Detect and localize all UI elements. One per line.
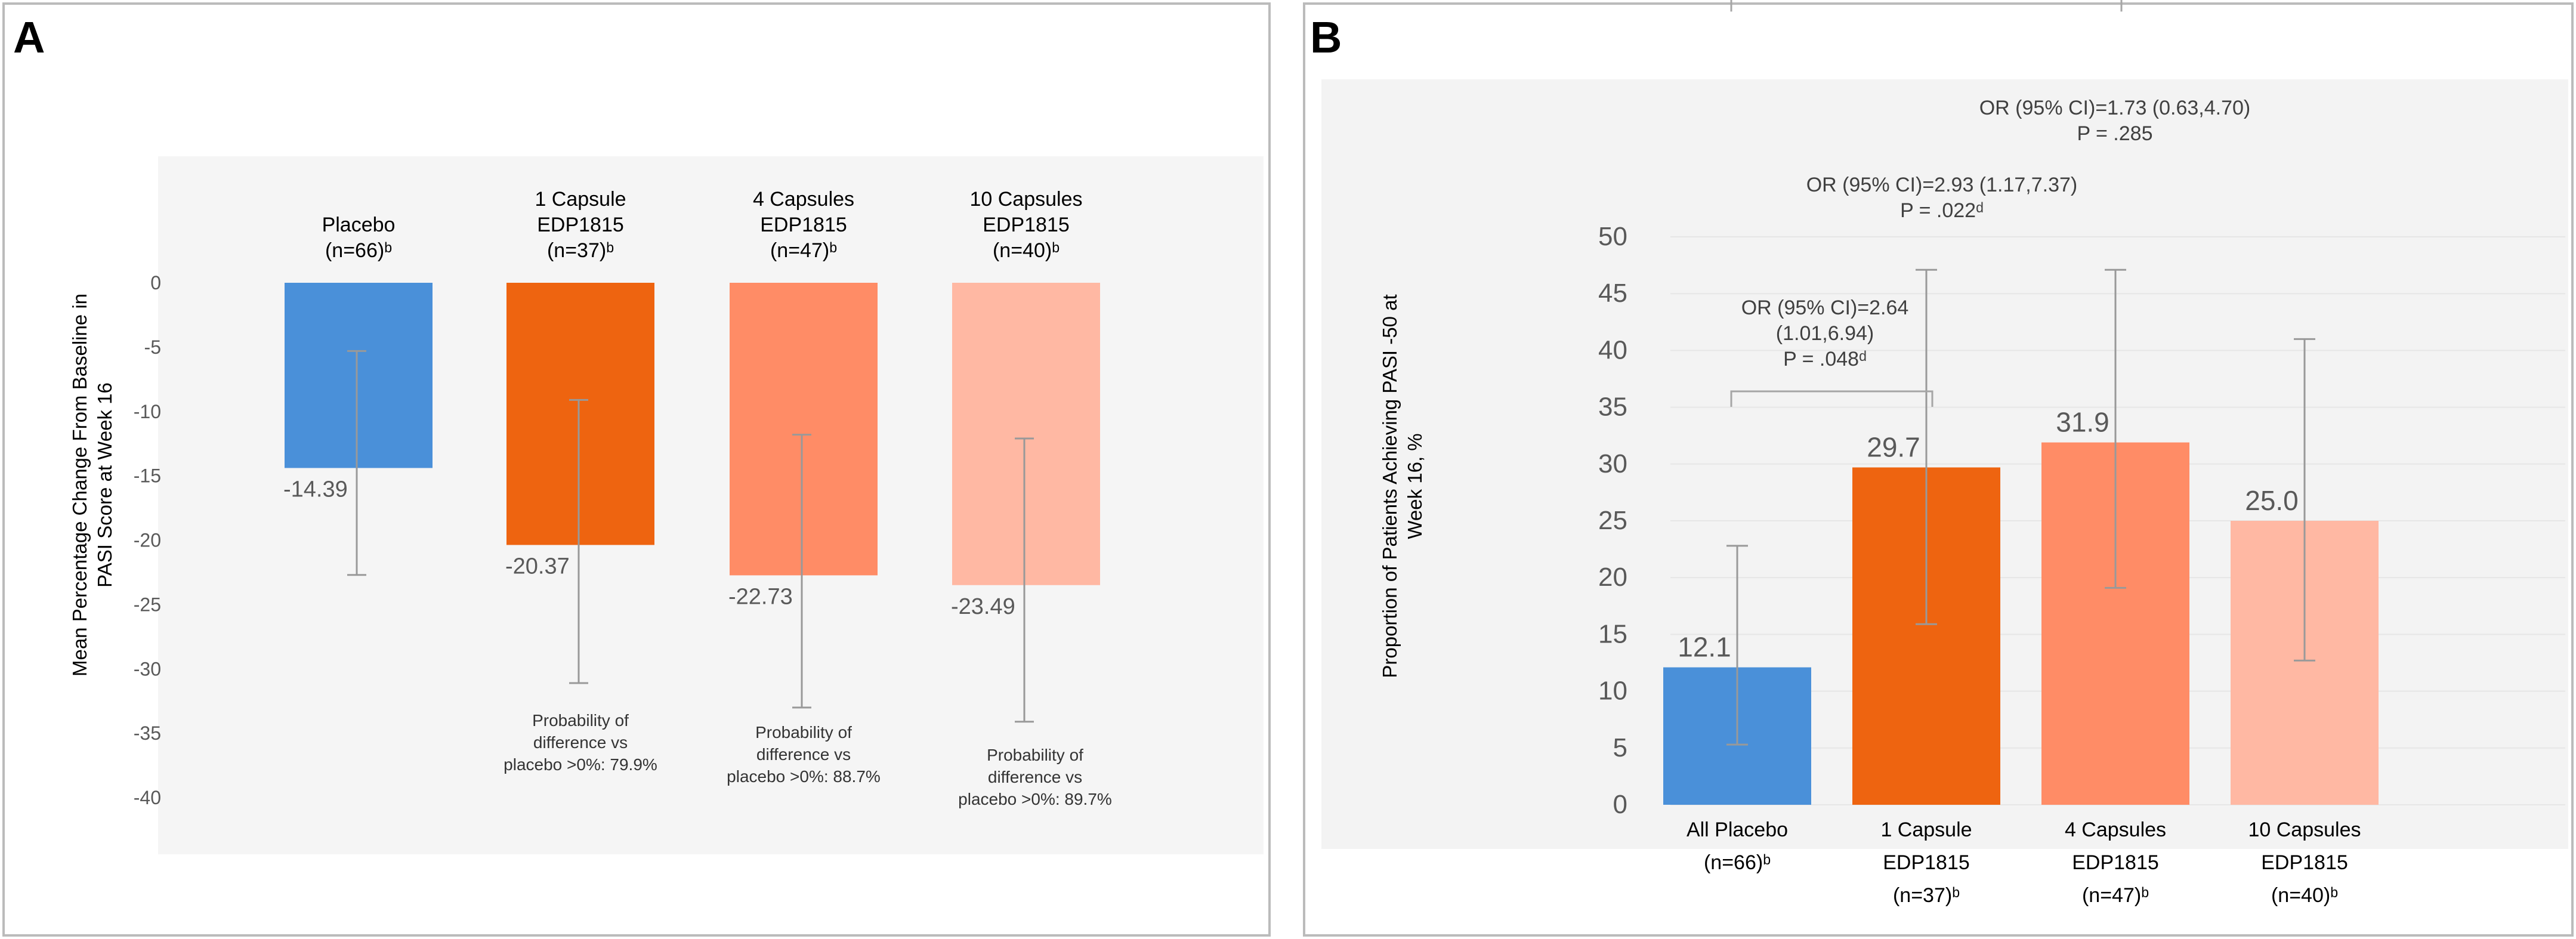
category-label: (n=40)ᵇ: [2271, 884, 2338, 907]
bar: [952, 283, 1100, 585]
bar: [730, 283, 878, 576]
value-label: 25.0: [2245, 485, 2299, 516]
category-label: EDP1815: [2072, 851, 2159, 874]
category-label: 4 Capsules: [2065, 818, 2166, 841]
panel-a-ylabel: Mean Percentage Change From Baseline in …: [69, 294, 116, 677]
category-label: 1 Capsule: [535, 188, 626, 211]
y-tick-label: 40: [1598, 335, 1627, 365]
category-label: EDP1815: [1883, 851, 1970, 874]
y-tick-label: 50: [1598, 222, 1627, 251]
panel-b-comparisons: OR (95% CI)=1.73 (0.63,4.70) P = .285 OR (…: [1730, 0, 2251, 407]
panel-b-error-bars: [1726, 268, 2315, 746]
value-label: -22.73: [728, 584, 793, 609]
panel-b-ylabel-line2: Week 16, %: [1404, 433, 1426, 539]
category-label: (n=66)ᵇ: [325, 239, 392, 262]
bar: [506, 283, 654, 545]
category-label: (n=66)ᵇ: [1704, 851, 1771, 874]
comparison-stat: P = .285: [2077, 122, 2153, 145]
y-tick-label: -5: [144, 336, 161, 358]
category-label: 10 Capsules: [969, 188, 1082, 211]
probability-annotation: placebo >0%: 89.7%: [958, 790, 1112, 808]
y-tick-label: 10: [1598, 677, 1627, 706]
category-label: 4 Capsules: [753, 188, 854, 211]
probability-annotation: difference vs: [988, 768, 1082, 786]
category-label: (n=37)ᵇ: [547, 239, 614, 262]
value-label: 31.9: [2056, 407, 2109, 438]
category-label: All Placebo: [1687, 818, 1788, 841]
y-tick-label: 5: [1613, 733, 1627, 762]
category-label: 1 Capsule: [1880, 818, 1972, 841]
value-label: 29.7: [1867, 432, 1920, 463]
y-tick-label: 25: [1598, 506, 1627, 535]
bar: [285, 283, 433, 468]
category-label: (n=40)ᵇ: [993, 239, 1060, 262]
probability-annotation: Probability of: [532, 711, 629, 730]
panel-b-label: B: [1310, 13, 1342, 62]
probability-annotation: difference vs: [756, 745, 851, 764]
category-label: 10 Capsules: [2248, 818, 2361, 841]
comparison-bracket: [1730, 390, 1933, 407]
y-tick-label: 35: [1598, 393, 1627, 422]
value-label: -14.39: [283, 477, 348, 502]
category-label: (n=47)ᵇ: [770, 239, 837, 262]
probability-annotation: difference vs: [533, 733, 628, 752]
panel-b-category-labels: All Placebo (n=66)ᵇ 1 Capsule EDP1815 (n=37)…: [1687, 818, 2361, 907]
panel-a-ylabel-line1: Mean Percentage Change From Baseline in: [69, 294, 91, 677]
category-label: EDP1815: [2261, 851, 2348, 874]
panel-a-annotations: Probability of difference vs placebo >0%: …: [504, 711, 1112, 808]
value-label: -20.37: [505, 554, 570, 579]
panel-b-value-labels: 12.1 29.7 31.9 25.0: [1678, 407, 2299, 663]
probability-annotation: placebo >0%: 79.9%: [504, 755, 657, 774]
probability-annotation: Probability of: [755, 723, 852, 742]
probability-annotation: Probability of: [987, 746, 1083, 764]
y-tick-label: -40: [134, 787, 161, 808]
category-label: (n=47)ᵇ: [2082, 884, 2149, 907]
category-label: EDP1815: [760, 214, 847, 236]
y-tick-label: -20: [134, 530, 161, 551]
panel-a-error-bars: [347, 350, 1034, 723]
y-tick-label: 0: [150, 272, 161, 294]
probability-annotation: placebo >0%: 88.7%: [727, 767, 881, 786]
panel-a-ylabel-line2: PASI Score at Week 16: [94, 382, 116, 588]
y-tick-label: 15: [1598, 619, 1627, 648]
y-tick-label: 0: [1613, 790, 1627, 819]
category-label: EDP1815: [537, 214, 624, 236]
y-tick-label: -25: [134, 594, 161, 615]
category-label: (n=37)ᵇ: [1893, 884, 1960, 907]
y-tick-label: 45: [1598, 279, 1627, 308]
panel-a-y-ticks: 0 -5 -10 -15 -20 -25 -30 -35 -40: [134, 272, 161, 808]
comparison-stat: OR (95% CI)=2.93 (1.17,7.37): [1806, 174, 2078, 196]
panel-b-ylabel: Proportion of Patients Achieving PASI -5…: [1379, 294, 1426, 678]
comparison-bracket: [1730, 0, 2123, 12]
category-label: Placebo: [322, 214, 396, 236]
y-tick-label: -35: [134, 722, 161, 744]
y-tick-label: 30: [1598, 449, 1627, 478]
comparison-stat: OR (95% CI)=1.73 (0.63,4.70): [1979, 97, 2251, 119]
panel-a-label: A: [13, 13, 45, 62]
y-tick-label: 20: [1598, 563, 1627, 592]
category-label: EDP1815: [983, 214, 1070, 236]
panel-a-category-labels: Placebo (n=66)ᵇ 1 Capsule EDP1815 (n=37)ᵇ 4 C…: [322, 188, 1083, 262]
value-label: -23.49: [951, 594, 1015, 619]
panel-b-y-ticks: 0 5 10 15 20 25 30 35 40 45 50: [1598, 222, 1627, 819]
comparison-stat: P = .022ᵈ: [1900, 199, 1984, 222]
comparison-stat: OR (95% CI)=2.64: [1741, 296, 1909, 319]
comparison-stat: P = .048ᵈ: [1783, 348, 1867, 370]
panel-b-ylabel-line1: Proportion of Patients Achieving PASI -5…: [1379, 294, 1401, 678]
y-tick-label: -15: [134, 465, 161, 487]
panel-a-bars: [285, 283, 1100, 585]
panel-a-value-labels: -14.39 -20.37 -22.73 -23.49: [283, 477, 1015, 619]
value-label: 12.1: [1678, 632, 1731, 663]
y-tick-label: -10: [134, 401, 161, 422]
y-tick-label: -30: [134, 658, 161, 679]
comparison-stat: (1.01,6.94): [1776, 322, 1874, 345]
